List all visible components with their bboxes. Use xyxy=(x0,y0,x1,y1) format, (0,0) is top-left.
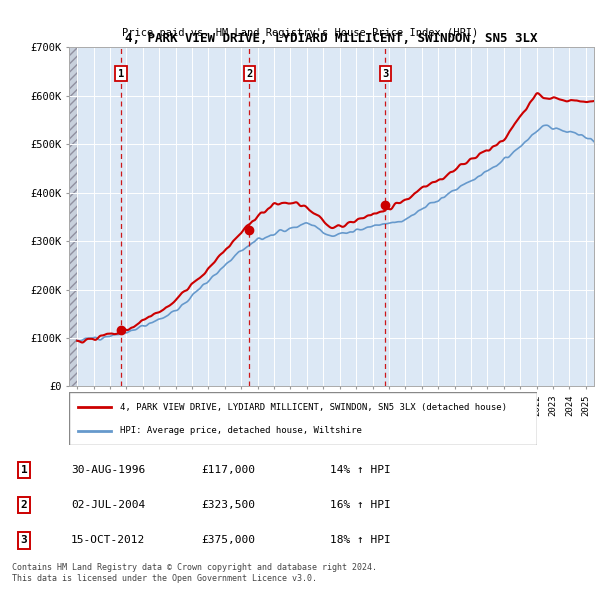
Title: 4, PARK VIEW DRIVE, LYDIARD MILLICENT, SWINDON, SN5 3LX: 4, PARK VIEW DRIVE, LYDIARD MILLICENT, S… xyxy=(125,32,538,45)
Text: 1: 1 xyxy=(20,465,28,474)
Text: HPI: Average price, detached house, Wiltshire: HPI: Average price, detached house, Wilt… xyxy=(121,426,362,435)
Text: 1: 1 xyxy=(118,69,124,79)
Text: Price paid vs. HM Land Registry's House Price Index (HPI): Price paid vs. HM Land Registry's House … xyxy=(122,28,478,38)
Text: Contains HM Land Registry data © Crown copyright and database right 2024.
This d: Contains HM Land Registry data © Crown c… xyxy=(12,563,377,583)
Text: 30-AUG-1996: 30-AUG-1996 xyxy=(71,465,145,474)
Text: 18% ↑ HPI: 18% ↑ HPI xyxy=(330,536,391,545)
Text: 3: 3 xyxy=(20,536,28,545)
Text: 2: 2 xyxy=(247,69,253,79)
Text: 14% ↑ HPI: 14% ↑ HPI xyxy=(330,465,391,474)
Text: 02-JUL-2004: 02-JUL-2004 xyxy=(71,500,145,510)
Text: 4, PARK VIEW DRIVE, LYDIARD MILLICENT, SWINDON, SN5 3LX (detached house): 4, PARK VIEW DRIVE, LYDIARD MILLICENT, S… xyxy=(121,403,508,412)
Bar xyxy=(69,47,77,386)
Text: 16% ↑ HPI: 16% ↑ HPI xyxy=(330,500,391,510)
Text: £375,000: £375,000 xyxy=(201,536,255,545)
Text: 3: 3 xyxy=(382,69,389,79)
Bar xyxy=(69,47,77,386)
Text: 2: 2 xyxy=(20,500,28,510)
Text: 15-OCT-2012: 15-OCT-2012 xyxy=(71,536,145,545)
Text: £117,000: £117,000 xyxy=(201,465,255,474)
Text: £323,500: £323,500 xyxy=(201,500,255,510)
